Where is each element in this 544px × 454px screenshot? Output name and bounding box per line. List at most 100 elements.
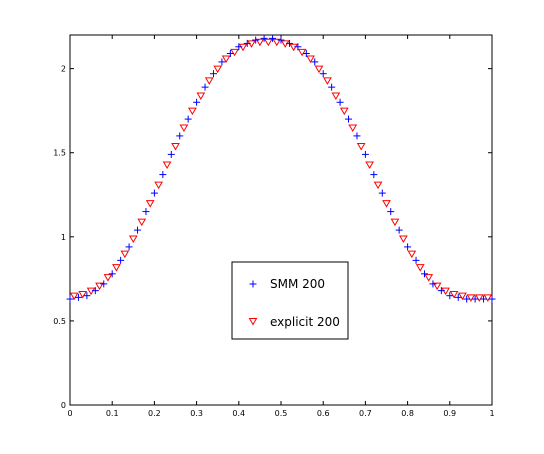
explicit-200-point xyxy=(314,65,324,74)
smm-200-point xyxy=(361,150,369,158)
legend-smm-200-label: SMM 200 xyxy=(270,277,325,291)
explicit-200-point xyxy=(179,124,189,132)
smm-200-point xyxy=(404,243,412,251)
smm-200-point xyxy=(150,189,158,197)
smm-200-point xyxy=(108,270,116,278)
smm-200-point xyxy=(302,50,310,57)
explicit-200-point xyxy=(331,92,341,101)
smm-200-point xyxy=(412,256,420,264)
x-tick-label: 0.7 xyxy=(359,409,372,418)
smm-200-point xyxy=(184,115,192,123)
smm-200-point xyxy=(370,171,378,179)
explicit-200-point xyxy=(474,294,484,302)
explicit-200-point xyxy=(348,124,358,132)
explicit-200-point xyxy=(69,292,79,301)
explicit-200-point xyxy=(297,48,307,57)
smm-200-point xyxy=(463,295,471,303)
x-tick-label: 1 xyxy=(489,409,494,418)
smm-200-point xyxy=(311,58,319,66)
explicit-200-point xyxy=(390,218,400,227)
explicit-200-point xyxy=(458,292,467,301)
smm-200-point xyxy=(378,189,386,197)
legend-plus-marker xyxy=(249,280,257,288)
explicit-200-point xyxy=(145,200,155,208)
explicit-200-point xyxy=(263,38,273,47)
plot-area-frame xyxy=(69,34,493,406)
smm-200-point xyxy=(142,208,150,216)
explicit-200-point xyxy=(171,143,180,151)
smm-200-point xyxy=(285,39,293,47)
explicit-200-point xyxy=(120,250,130,259)
smm-200-point xyxy=(159,171,167,179)
explicit-200-point xyxy=(356,143,366,151)
explicit-200-point xyxy=(103,274,113,282)
explicit-200-point xyxy=(272,38,282,47)
smm-200-point xyxy=(336,98,344,106)
x-tick-label: 0.9 xyxy=(443,409,456,418)
smm-200-point xyxy=(226,50,234,57)
explicit-200-point xyxy=(449,291,459,299)
explicit-200-point xyxy=(407,250,417,259)
explicit-200-point xyxy=(196,92,206,101)
legend-triangle-marker xyxy=(248,318,258,326)
explicit-200-point xyxy=(382,200,391,208)
smm-200-point xyxy=(345,115,353,123)
y-axis: 0 0.5 1 1.5 2 xyxy=(53,65,492,410)
smm-200-point xyxy=(201,83,209,91)
smm-200-point xyxy=(218,58,226,66)
smm-200-point xyxy=(260,34,268,42)
explicit-200-point xyxy=(306,55,315,64)
smm-200-point xyxy=(83,292,91,300)
explicit-200-point xyxy=(466,294,476,302)
legend-smm-200-marker xyxy=(249,280,257,288)
explicit-200-point xyxy=(365,161,374,169)
smm-200-point xyxy=(117,256,125,264)
smm-200-point xyxy=(193,98,201,106)
smm-200-point xyxy=(446,292,454,300)
explicit-200-point xyxy=(162,161,172,169)
x-tick-label: 0.5 xyxy=(275,409,288,418)
explicit-200-point xyxy=(204,77,214,85)
x-tick-label: 0.2 xyxy=(148,409,161,418)
smm-200-point xyxy=(353,132,361,140)
smm-200-point xyxy=(437,287,445,295)
explicit-200-point xyxy=(112,264,121,272)
y-tick-label: 0.5 xyxy=(53,317,66,326)
smm-200-point xyxy=(480,295,488,303)
explicit-200-point xyxy=(137,218,147,227)
smm-200-point xyxy=(209,70,217,78)
legend-explicit-200-label: explicit 200 xyxy=(270,315,340,329)
explicit-200-point xyxy=(128,235,138,243)
explicit-200-point xyxy=(78,291,88,299)
smm-200-point xyxy=(319,70,327,78)
smm-200-point xyxy=(471,295,479,303)
x-tick-label: 0.6 xyxy=(317,409,330,418)
y-tick-label: 1.5 xyxy=(53,149,66,158)
x-tick-label: 0.1 xyxy=(106,409,119,418)
explicit-200-point xyxy=(415,264,425,272)
smm-200-point xyxy=(134,226,142,234)
smm-200-point xyxy=(269,34,277,42)
x-tick-label: 0.4 xyxy=(232,409,245,418)
y-tick-label: 2 xyxy=(61,65,66,74)
explicit-200-point xyxy=(154,181,163,190)
explicit-200-point xyxy=(95,282,104,291)
smm-200-point xyxy=(328,83,336,91)
smm-200-point xyxy=(395,226,403,234)
legend: SMM 200 explicit 200 xyxy=(231,261,349,340)
smm-200-point xyxy=(74,293,82,301)
smm-200-point xyxy=(243,39,251,47)
explicit-200-point xyxy=(483,294,493,302)
plot-markers xyxy=(66,34,496,303)
explicit-200-point xyxy=(399,235,408,243)
x-axis: 0 0.1 0.2 0.3 0.4 0.5 0.6 0.7 0.8 0.9 1 xyxy=(67,35,495,418)
explicit-200-point xyxy=(432,282,442,291)
explicit-200-point xyxy=(221,55,231,64)
smm-200-point xyxy=(454,293,462,301)
smm-200-point xyxy=(429,280,437,288)
x-tick-label: 0 xyxy=(67,409,72,418)
smm-200-point xyxy=(294,43,302,51)
x-tick-label: 0.3 xyxy=(190,409,203,418)
smm-200-point xyxy=(66,295,74,303)
explicit-200-point xyxy=(255,38,265,47)
